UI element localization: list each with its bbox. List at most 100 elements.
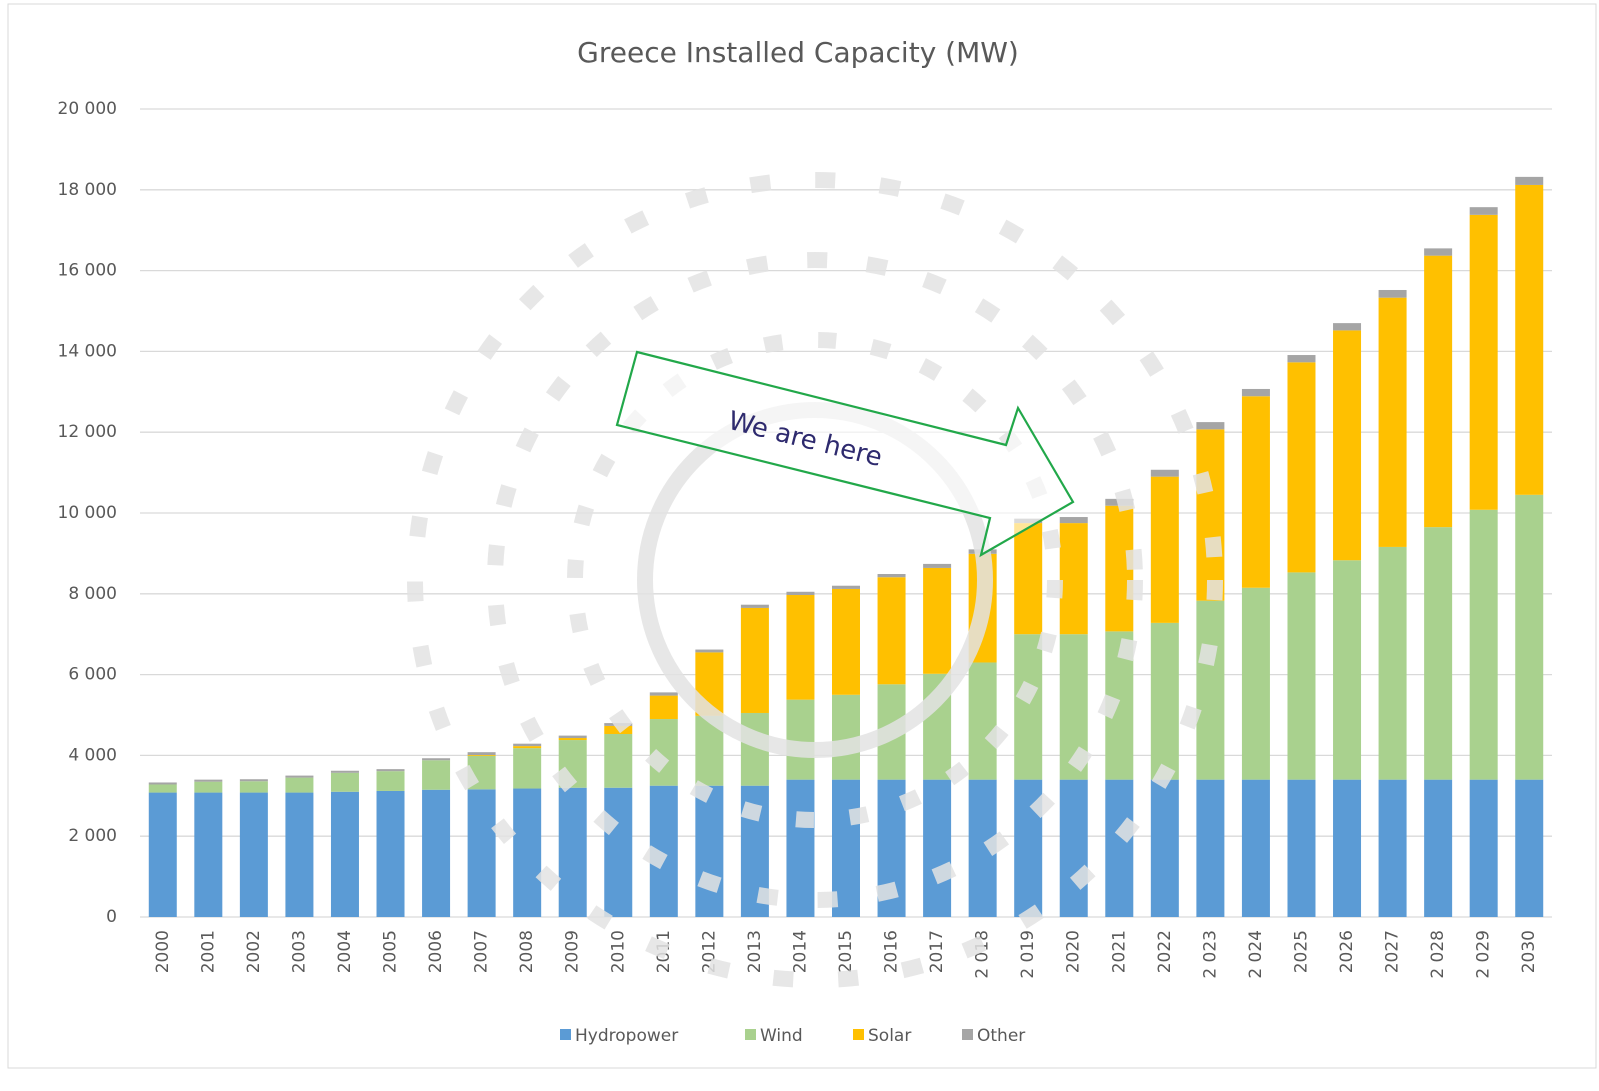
bar-segment (832, 585, 860, 589)
watermark-ring (567, 332, 1063, 828)
bar-segment (1059, 779, 1088, 917)
y-tick-label: 0 (106, 907, 117, 927)
legend-label: Hydropower (575, 1026, 678, 1046)
bar-segment (148, 782, 177, 785)
bar-segment (923, 779, 952, 917)
legend-label: Wind (760, 1026, 803, 1046)
bar-segment (239, 779, 268, 782)
bar-segment (1515, 494, 1544, 780)
x-tick-label: 2 029 (1474, 930, 1494, 979)
bar-segment (832, 588, 860, 695)
x-tick-label: 2 028 (1428, 930, 1448, 979)
bar-segment (376, 771, 405, 791)
x-tick-label: 2022 (1155, 930, 1175, 973)
x-tick-label: 2008 (517, 930, 537, 973)
bar-segment (695, 785, 724, 917)
bar-segment (1014, 634, 1043, 780)
bar-segment (786, 699, 815, 780)
annotation-arrow (615, 350, 1075, 558)
bar-segment (513, 743, 542, 747)
legend-swatch (962, 1029, 973, 1040)
bar-segment (513, 788, 542, 917)
bar-segment (923, 563, 952, 568)
x-tick-label: 2005 (381, 930, 401, 973)
bar-segment (786, 779, 815, 917)
bar-segment (1378, 779, 1407, 917)
bar-segment (695, 649, 724, 653)
chart-title: Greece Installed Capacity (MW) (577, 36, 1019, 69)
y-tick-label: 6 000 (68, 665, 117, 685)
bar-segment (1469, 779, 1498, 917)
bar-segment (923, 567, 952, 674)
bar-segment (194, 781, 223, 793)
bar-segment (649, 692, 678, 696)
x-tick-label: 2 023 (1200, 930, 1220, 979)
x-tick-label: 2027 (1383, 930, 1403, 973)
bar-segment (1150, 779, 1179, 917)
bar-segment (1196, 429, 1225, 601)
bar-segment (467, 752, 496, 755)
bar-segment (558, 735, 587, 739)
bar-segment (1014, 523, 1043, 635)
bar-segment (1196, 422, 1225, 430)
x-tick-label: 2001 (198, 930, 218, 973)
bar-segment (1105, 779, 1134, 917)
bar-segment (239, 792, 268, 917)
legend-swatch (560, 1029, 571, 1040)
bar-segment (1150, 622, 1179, 780)
y-tick-label: 12 000 (58, 422, 117, 442)
x-tick-label: 2026 (1337, 930, 1357, 973)
bar-segment (558, 787, 587, 917)
x-tick-label: 2 019 (1018, 930, 1038, 979)
bar-segment (877, 574, 906, 578)
bar-segment (1059, 523, 1088, 635)
bar-segment (1150, 476, 1179, 623)
bar-segment (558, 738, 587, 741)
bar-segment (513, 748, 542, 789)
x-tick-label: 2000 (153, 930, 173, 973)
x-tick-label: 2009 (563, 930, 583, 973)
x-tick-label: 2021 (1109, 930, 1129, 973)
bar-segment (330, 791, 359, 917)
bar-segment (1196, 779, 1225, 917)
watermark-ring (407, 172, 1223, 988)
bar-segment (604, 733, 633, 788)
bar-segment (1333, 323, 1362, 331)
x-tick-label: 2004 (335, 930, 355, 973)
bar-segment (1378, 546, 1407, 780)
bar-segment (1469, 207, 1498, 215)
bar-segment (786, 591, 815, 596)
bar-segment (1515, 184, 1544, 495)
bar-segment (376, 790, 405, 917)
x-tick-label: 2017 (927, 930, 947, 973)
legend-swatch (745, 1029, 756, 1040)
bar-segment (422, 789, 451, 917)
bar-segment (194, 779, 223, 782)
bar-segment (740, 604, 769, 608)
bar-segment (513, 746, 542, 749)
x-tick-label: 2010 (608, 930, 628, 973)
bar-segment (1333, 560, 1362, 780)
plot-area: 0 2 000 4 000 6 000 8 000 10 000 12 000 14 000 1… (58, 99, 1552, 979)
annotation: We are here (615, 350, 1075, 558)
bar-segment (1287, 572, 1316, 780)
legend-label: Solar (868, 1026, 911, 1046)
bar-segment (1059, 517, 1088, 524)
bar-segment (285, 775, 314, 778)
x-tick-label: 2002 (244, 930, 264, 973)
x-tick-label: 2014 (790, 930, 810, 973)
bar-segment (1196, 600, 1225, 780)
bar-segment (1241, 587, 1270, 780)
bar-segment (285, 792, 314, 917)
bar-segment (1515, 176, 1544, 185)
bar-segment (330, 770, 359, 773)
y-tick-label: 20 000 (58, 99, 117, 119)
bar-segment (467, 754, 496, 756)
bar-segment (786, 595, 815, 700)
bar-segment (1333, 779, 1362, 917)
y-tick-label: 14 000 (58, 341, 117, 361)
bar-segment (968, 662, 997, 780)
bar-segment (194, 792, 223, 917)
bar-segment (422, 760, 451, 790)
bar-segment (1378, 289, 1407, 298)
